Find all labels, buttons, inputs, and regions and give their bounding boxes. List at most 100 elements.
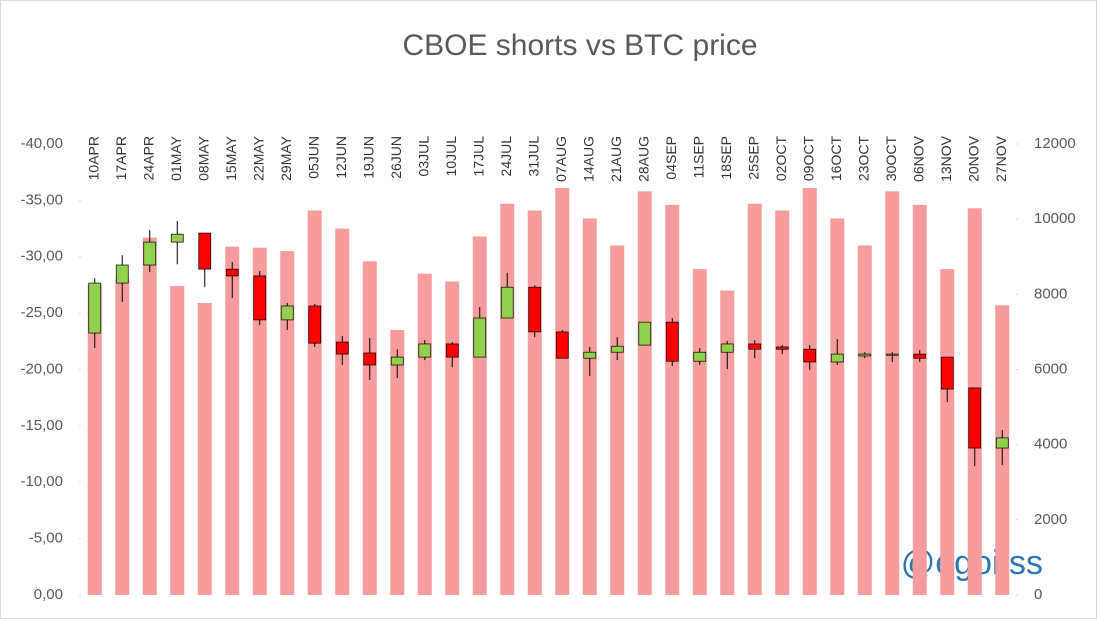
candle-body <box>858 353 872 357</box>
candle-body <box>775 346 789 350</box>
x-tick-label: 16OCT <box>828 136 844 182</box>
y-tick-label: -20,00 <box>20 360 63 377</box>
candle-body <box>913 353 927 359</box>
bar <box>885 191 900 596</box>
x-tick-label: 08MAY <box>195 135 211 181</box>
bar <box>747 203 762 595</box>
x-tick-label: 25SEP <box>745 136 761 180</box>
candle-body <box>308 305 322 344</box>
bar <box>940 269 955 595</box>
y2-tick-label: 8000 <box>1034 285 1067 302</box>
candle-body <box>170 233 184 243</box>
candle-body <box>748 343 762 350</box>
x-tick-label: 06NOV <box>910 135 926 182</box>
bar <box>225 246 240 596</box>
y2-tick-label: 2000 <box>1034 511 1067 528</box>
bar <box>362 261 377 595</box>
y-tick-label: -25,00 <box>20 304 63 321</box>
candle-body <box>693 351 707 362</box>
x-tick-label: 23OCT <box>855 136 871 182</box>
candle-body <box>418 343 432 358</box>
bar <box>170 286 185 595</box>
chart-title: CBOE shorts vs BTC price <box>402 29 757 62</box>
bar <box>527 210 542 595</box>
bar <box>665 204 680 595</box>
y-tick-label: -30,00 <box>20 248 63 265</box>
bar <box>555 187 570 595</box>
candle-body <box>638 321 652 346</box>
bar <box>142 237 157 595</box>
y2-tick-label: 4000 <box>1034 436 1067 453</box>
x-tick-label: 17JUL <box>470 136 486 177</box>
candle-body <box>335 341 349 355</box>
candle-body <box>830 353 844 363</box>
candle-body <box>500 286 514 319</box>
y2-tick-label: 10000 <box>1034 210 1076 227</box>
bar <box>637 191 652 596</box>
x-tick-label: 22MAY <box>250 135 266 181</box>
candle-body <box>528 286 542 333</box>
candle-body <box>555 331 569 359</box>
y-tick-label: -5,00 <box>29 530 63 547</box>
candle-body <box>583 351 597 359</box>
x-tick-label: 10APR <box>85 136 101 180</box>
x-tick-label: 31JUL <box>525 136 541 177</box>
bar <box>252 247 267 596</box>
x-tick-label: 18SEP <box>718 136 734 180</box>
x-tick-label: 10JUL <box>443 136 459 177</box>
bar <box>830 218 845 596</box>
candle-body <box>88 282 102 334</box>
x-tick-label: 21AUG <box>608 136 624 182</box>
candle-body <box>665 321 679 362</box>
bar <box>912 204 927 595</box>
x-tick-label: 24APR <box>140 136 156 180</box>
bar <box>307 210 322 595</box>
bar <box>802 187 817 595</box>
candle-body <box>610 345 624 353</box>
candle-body <box>225 268 239 277</box>
candle-body <box>445 343 459 358</box>
x-tick-label: 30OCT <box>883 136 899 182</box>
x-tick-label: 19JUN <box>360 136 376 179</box>
bar <box>472 236 487 595</box>
bar <box>610 245 625 595</box>
x-tick-label: 14AUG <box>580 136 596 182</box>
y2-tick-label: 12000 <box>1034 135 1076 152</box>
candle-body <box>363 352 377 366</box>
y-tick-label: -15,00 <box>20 417 63 434</box>
y-tick-label: -35,00 <box>20 191 63 208</box>
bar <box>390 330 405 595</box>
x-tick-label: 05JUN <box>305 136 321 179</box>
bar <box>692 269 707 595</box>
x-tick-label: 02OCT <box>773 136 789 182</box>
bar <box>857 245 872 595</box>
x-tick-label: 03JUL <box>415 136 431 177</box>
candle-body <box>198 232 212 270</box>
bar <box>417 273 432 595</box>
x-tick-label: 15MAY <box>223 135 239 181</box>
bar <box>197 302 212 595</box>
candle-body <box>280 305 294 321</box>
x-tick-label: 13NOV <box>938 135 954 182</box>
candle-body <box>995 437 1009 449</box>
x-tick-label: 09OCT <box>800 136 816 182</box>
candle-body <box>803 348 817 363</box>
x-tick-label: 24JUL <box>498 136 514 177</box>
x-tick-label: 12JUN <box>333 136 349 179</box>
bar <box>775 210 790 595</box>
y2-tick-label: 6000 <box>1034 360 1067 377</box>
y-tick-label: -10,00 <box>20 473 63 490</box>
x-tick-label: 04SEP <box>663 136 679 180</box>
bar <box>500 203 515 595</box>
x-tick-label: 01MAY <box>168 135 184 181</box>
bar <box>720 290 735 595</box>
bar <box>582 218 597 596</box>
x-tick-label: 27NOV <box>993 135 1009 182</box>
x-tick-label: 20NOV <box>965 135 981 182</box>
x-tick-label: 17APR <box>113 136 129 180</box>
x-tick-label: 26JUN <box>388 136 404 179</box>
x-tick-label: 11SEP <box>690 136 706 179</box>
bar <box>445 281 460 595</box>
